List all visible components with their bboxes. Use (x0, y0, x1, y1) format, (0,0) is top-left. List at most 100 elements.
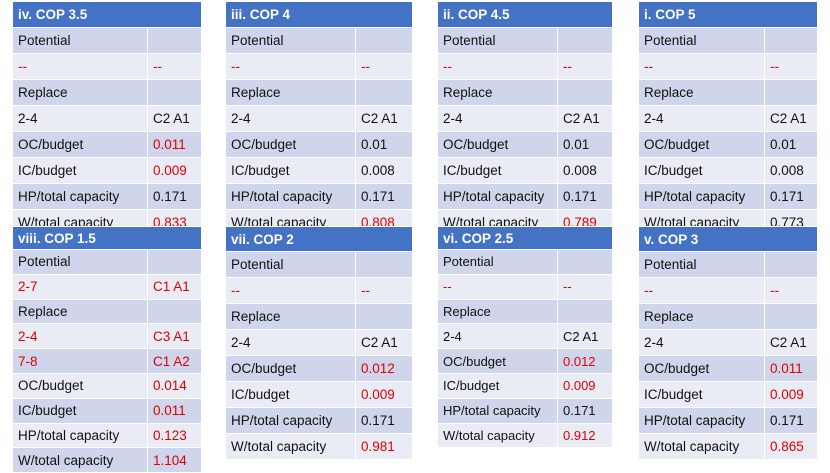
row-label: IC/budget (12, 157, 148, 184)
row-value: 0.171 (557, 397, 613, 424)
table-row: 2-4 C2 A1 (225, 329, 413, 356)
row-value (147, 249, 202, 275)
row-label: -- (225, 53, 356, 80)
cop-table: viii. COP 1.5 Potential 2-7 C1 A1 Replace 2-4… (12, 226, 202, 473)
row-value: -- (557, 53, 613, 80)
table-row: -- -- (437, 273, 613, 300)
panel-cop-3: v. COP 3 Potential -- -- Replace 2-4 C2 A1 OC/b… (638, 226, 818, 460)
row-label: HP/total capacity (225, 183, 356, 210)
table-row: OC/budget 0.01 (638, 131, 818, 158)
row-value: 0.171 (355, 183, 413, 210)
table-row: Potential (12, 249, 202, 275)
row-value: 0.008 (355, 157, 413, 184)
row-value: 0.012 (557, 348, 613, 374)
table-row: -- -- (437, 53, 613, 80)
panel-title: iv. COP 3.5 (12, 1, 202, 28)
table-row: OC/budget 0.012 (225, 355, 413, 382)
row-value: 1.104 (147, 447, 202, 473)
row-label: -- (437, 53, 558, 80)
table-header-row: vii. COP 2 (225, 226, 413, 252)
row-value: -- (147, 53, 202, 80)
row-label: IC/budget (225, 381, 356, 408)
row-value: C1 A2 (147, 348, 202, 374)
table-row: -- -- (638, 53, 818, 80)
table-row: W/total capacity 0.981 (225, 433, 413, 460)
table-row: OC/budget 0.012 (437, 348, 613, 374)
row-label: 2-4 (437, 323, 558, 350)
row-value: 0.011 (147, 397, 202, 424)
row-label: HP/total capacity (437, 397, 558, 424)
row-value: 0.912 (557, 422, 613, 449)
row-label: IC/budget (638, 157, 765, 184)
table-row: HP/total capacity 0.171 (12, 183, 202, 210)
table-row: HP/total capacity 0.171 (437, 397, 613, 424)
table-row: 2-7 C1 A1 (12, 273, 202, 300)
row-value (147, 27, 202, 54)
row-value: 0.171 (557, 183, 613, 210)
table-row: Replace (12, 298, 202, 325)
row-value: C2 A1 (764, 105, 818, 132)
table-row: Replace (225, 79, 413, 106)
cop-table: ii. COP 4.5 Potential -- -- Replace 2-4 C2 A1 O… (437, 1, 613, 236)
row-value: C3 A1 (147, 323, 202, 350)
table-row: OC/budget 0.011 (638, 355, 818, 382)
table-row: HP/total capacity 0.171 (638, 407, 818, 434)
row-value (557, 249, 613, 275)
row-value (355, 303, 413, 330)
table-row: HP/total capacity 0.171 (225, 407, 413, 434)
panel-title: ii. COP 4.5 (437, 1, 613, 28)
table-row: OC/budget 0.01 (225, 131, 413, 158)
row-value: C1 A1 (147, 273, 202, 300)
table-header-row: viii. COP 1.5 (12, 226, 202, 250)
row-value: 0.011 (147, 131, 202, 158)
table-row: IC/budget 0.009 (12, 157, 202, 184)
row-label: Potential (225, 27, 356, 54)
row-value: -- (355, 277, 413, 304)
panel-cop-5: i. COP 5 Potential -- -- Replace 2-4 C2 A1 OC/b… (638, 1, 818, 236)
row-label: Replace (12, 79, 148, 106)
row-value: 0.008 (764, 157, 818, 184)
panel-title: iii. COP 4 (225, 1, 413, 28)
table-row: 2-4 C2 A1 (437, 323, 613, 350)
row-label: OC/budget (638, 355, 765, 382)
table-row: HP/total capacity 0.171 (225, 183, 413, 210)
row-label: Replace (12, 298, 148, 325)
row-value (557, 79, 613, 106)
row-value: 0.009 (355, 381, 413, 408)
row-label: Potential (638, 251, 765, 278)
row-label: IC/budget (225, 157, 356, 184)
table-row: -- -- (225, 277, 413, 304)
row-label: OC/budget (638, 131, 765, 158)
row-value: -- (355, 53, 413, 80)
row-value: 0.008 (557, 157, 613, 184)
table-row: IC/budget 0.009 (437, 372, 613, 399)
row-label: Replace (638, 79, 765, 106)
panel-title: v. COP 3 (638, 226, 818, 252)
row-label: HP/total capacity (638, 407, 765, 434)
row-label: Replace (638, 303, 765, 330)
table-row: IC/budget 0.009 (638, 381, 818, 408)
table-row: Replace (225, 303, 413, 330)
table-row: HP/total capacity 0.171 (437, 183, 613, 210)
row-value: -- (557, 273, 613, 300)
cop-table: vii. COP 2 Potential -- -- Replace 2-4 C2 A1 OC… (225, 226, 413, 460)
row-label: Potential (437, 27, 558, 54)
table-row: 7-8 C1 A2 (12, 348, 202, 374)
row-value (355, 251, 413, 278)
table-row: 2-4 C2 A1 (12, 105, 202, 132)
table-row: HP/total capacity 0.123 (12, 422, 202, 449)
row-value (764, 303, 818, 330)
table-row: Potential (12, 27, 202, 54)
row-label: OC/budget (12, 372, 148, 399)
row-label: Potential (638, 27, 765, 54)
row-value: C2 A1 (355, 329, 413, 356)
row-label: OC/budget (225, 355, 356, 382)
row-label: OC/budget (225, 131, 356, 158)
table-row: OC/budget 0.014 (12, 372, 202, 399)
row-value (764, 27, 818, 54)
row-label: Replace (437, 298, 558, 325)
table-row: Replace (638, 79, 818, 106)
table-row: Replace (437, 79, 613, 106)
panel-title: vii. COP 2 (225, 226, 413, 252)
row-label: -- (638, 53, 765, 80)
